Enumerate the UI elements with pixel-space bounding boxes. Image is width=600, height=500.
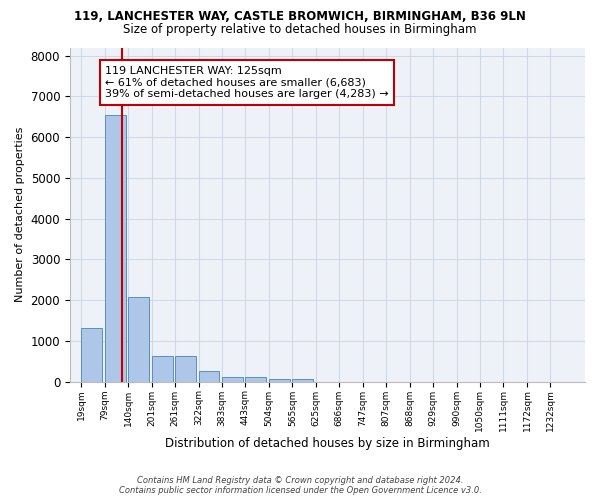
- Bar: [104, 114, 125, 382]
- Bar: [292, 379, 313, 382]
- Bar: [152, 356, 173, 382]
- Bar: [199, 372, 220, 382]
- Bar: [82, 328, 103, 382]
- Y-axis label: Number of detached properties: Number of detached properties: [15, 127, 25, 302]
- X-axis label: Distribution of detached houses by size in Birmingham: Distribution of detached houses by size …: [165, 437, 490, 450]
- Bar: [175, 356, 196, 382]
- Bar: [269, 379, 290, 382]
- Bar: [245, 377, 266, 382]
- Bar: [128, 297, 149, 382]
- Text: Size of property relative to detached houses in Birmingham: Size of property relative to detached ho…: [123, 22, 477, 36]
- Text: Contains HM Land Registry data © Crown copyright and database right 2024.
Contai: Contains HM Land Registry data © Crown c…: [119, 476, 481, 495]
- Bar: [222, 377, 243, 382]
- Text: 119, LANCHESTER WAY, CASTLE BROMWICH, BIRMINGHAM, B36 9LN: 119, LANCHESTER WAY, CASTLE BROMWICH, BI…: [74, 10, 526, 23]
- Text: 119 LANCHESTER WAY: 125sqm
← 61% of detached houses are smaller (6,683)
39% of s: 119 LANCHESTER WAY: 125sqm ← 61% of deta…: [105, 66, 389, 99]
